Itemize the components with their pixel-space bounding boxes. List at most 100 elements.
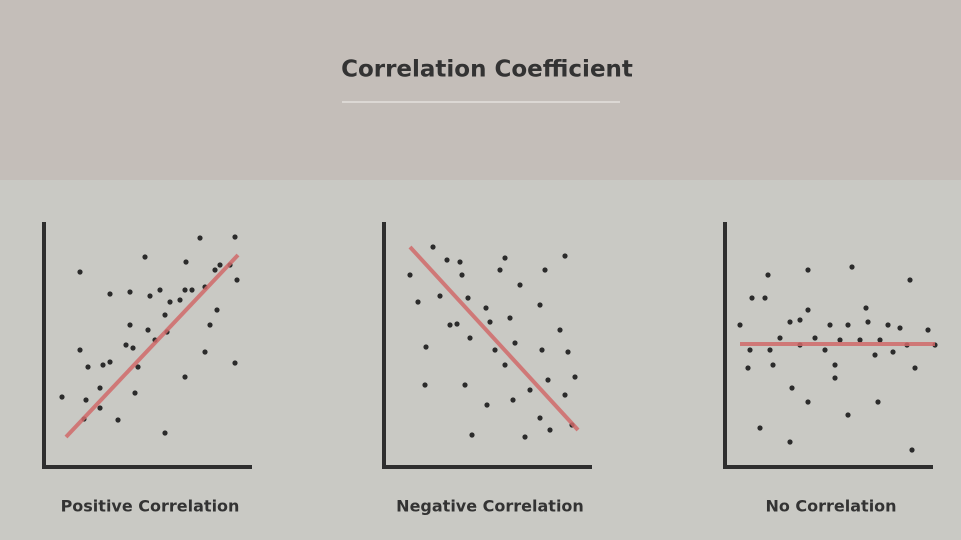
data-point	[162, 430, 168, 436]
data-point	[447, 322, 453, 328]
data-point	[510, 397, 516, 403]
data-point	[100, 362, 106, 368]
chart-caption: Positive Correlation	[61, 497, 240, 516]
data-point	[875, 399, 881, 405]
data-point	[762, 295, 768, 301]
data-point	[747, 347, 753, 353]
data-point	[83, 397, 89, 403]
data-point	[232, 234, 238, 240]
axis	[42, 222, 252, 469]
data-point	[132, 390, 138, 396]
data-point	[454, 321, 460, 327]
data-point	[422, 382, 428, 388]
data-point	[845, 412, 851, 418]
data-point	[162, 312, 168, 318]
data-point	[202, 349, 208, 355]
data-point	[484, 402, 490, 408]
data-point	[805, 307, 811, 313]
data-point	[407, 272, 413, 278]
data-point	[207, 322, 213, 328]
data-point	[483, 305, 489, 311]
data-point	[832, 375, 838, 381]
data-point	[749, 295, 755, 301]
data-point	[107, 359, 113, 365]
data-point	[217, 262, 223, 268]
data-point	[890, 349, 896, 355]
data-point	[415, 299, 421, 305]
data-point	[745, 365, 751, 371]
data-point	[845, 322, 851, 328]
trend-line	[408, 245, 580, 432]
data-point	[863, 305, 869, 311]
data-point	[214, 307, 220, 313]
data-point	[565, 349, 571, 355]
header-band	[0, 0, 961, 180]
data-point	[912, 365, 918, 371]
data-point	[557, 327, 563, 333]
data-point	[537, 415, 543, 421]
data-point	[444, 257, 450, 263]
data-point	[737, 322, 743, 328]
page-title: Correlation Coefficient	[341, 57, 633, 83]
data-point	[872, 352, 878, 358]
data-point	[527, 387, 533, 393]
data-point	[430, 244, 436, 250]
data-point	[97, 385, 103, 391]
data-point	[142, 254, 148, 260]
data-point	[115, 417, 121, 423]
data-point	[572, 374, 578, 380]
data-point	[547, 427, 553, 433]
data-point	[765, 272, 771, 278]
data-point	[197, 235, 203, 241]
data-point	[865, 319, 871, 325]
data-point	[502, 362, 508, 368]
axis	[723, 222, 933, 469]
body-band	[0, 180, 961, 540]
data-point	[462, 382, 468, 388]
axis	[382, 222, 592, 469]
data-point	[497, 267, 503, 273]
data-point	[212, 267, 218, 273]
data-point	[183, 259, 189, 265]
data-point	[777, 335, 783, 341]
data-point	[97, 405, 103, 411]
data-point	[145, 327, 151, 333]
data-point	[909, 447, 915, 453]
data-point	[127, 289, 133, 295]
data-point	[487, 319, 493, 325]
data-point	[805, 267, 811, 273]
data-point	[189, 287, 195, 293]
data-point	[812, 335, 818, 341]
data-point	[182, 287, 188, 293]
data-point	[107, 291, 113, 297]
data-point	[232, 360, 238, 366]
data-point	[59, 394, 65, 400]
data-point	[885, 322, 891, 328]
data-point	[423, 344, 429, 350]
data-point	[512, 340, 518, 346]
data-point	[827, 322, 833, 328]
data-point	[787, 439, 793, 445]
data-point	[537, 302, 543, 308]
data-point	[767, 347, 773, 353]
data-point	[502, 255, 508, 261]
data-point	[562, 392, 568, 398]
data-point	[492, 347, 498, 353]
data-point	[832, 362, 838, 368]
data-point	[157, 287, 163, 293]
data-point	[182, 374, 188, 380]
chart-caption: Negative Correlation	[396, 497, 584, 516]
trend-line	[64, 253, 240, 439]
data-point	[562, 253, 568, 259]
data-point	[907, 277, 913, 283]
data-point	[897, 325, 903, 331]
data-point	[517, 282, 523, 288]
data-point	[770, 362, 776, 368]
data-point	[522, 434, 528, 440]
data-point	[507, 315, 513, 321]
data-point	[130, 345, 136, 351]
data-point	[857, 337, 863, 343]
data-point	[465, 295, 471, 301]
data-point	[787, 319, 793, 325]
